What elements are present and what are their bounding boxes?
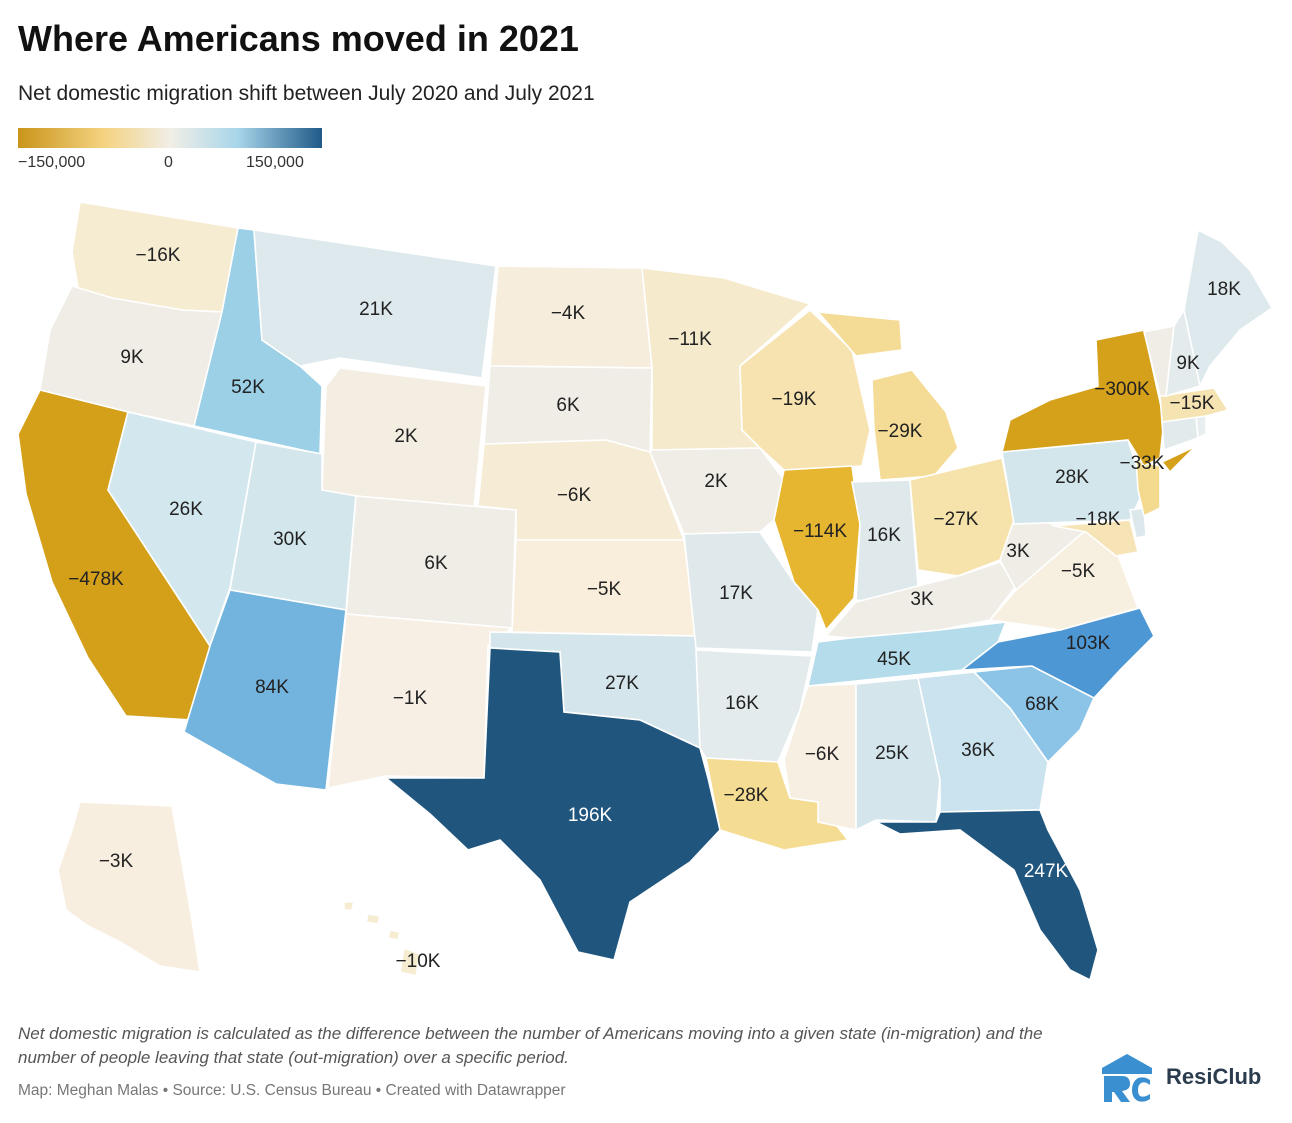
state-label-OK: 27K [605, 673, 639, 694]
legend-min-label: −150,000 [18, 154, 86, 171]
state-MT[interactable] [253, 229, 497, 379]
state-ME[interactable] [1183, 228, 1274, 389]
state-label-AZ: 84K [255, 677, 289, 698]
state-label-UT: 30K [273, 529, 307, 550]
state-label-OH: −27K [934, 509, 979, 530]
state-label-NE: −6K [557, 485, 592, 506]
state-FL[interactable] [875, 809, 1099, 982]
state-label-AR: 16K [725, 693, 759, 714]
state-label-AK: −3K [99, 851, 134, 872]
resiclub-logo: ResiClub [1098, 1050, 1261, 1104]
state-label-NY: −300K [1094, 379, 1150, 400]
state-label-OR: 9K [120, 347, 144, 368]
state-MI[interactable] [816, 311, 959, 481]
state-label-MS: −6K [805, 744, 840, 765]
state-label-ME: 18K [1207, 279, 1241, 300]
state-label-SD: 6K [556, 395, 580, 416]
state-label-NM: −1K [393, 688, 428, 709]
state-label-KY: 3K [910, 589, 934, 610]
state-label-GA: 36K [961, 740, 995, 761]
state-label-HI: −10K [396, 951, 441, 972]
source-credits: Map: Meghan Malas • Source: U.S. Census … [18, 1082, 566, 1099]
state-label-WY: 2K [394, 426, 418, 447]
state-label-WA: −16K [136, 245, 181, 266]
map-title: Where Americans moved in 2021 [18, 18, 579, 59]
state-label-TN: 45K [877, 649, 911, 670]
state-label-MT: 21K [359, 299, 393, 320]
state-label-IA: 2K [704, 471, 728, 492]
resiclub-wordmark: ResiClub [1166, 1064, 1262, 1089]
state-label-NH: 9K [1176, 353, 1200, 374]
state-label-IL: −114K [793, 521, 847, 542]
state-label-layer: −16K 9K −478K 52K 26K 21K 2K 30K 84K 6K −1K −4K 6K −6… [68, 245, 1241, 972]
state-label-VA: −5K [1061, 561, 1096, 582]
state-HI[interactable] [343, 901, 421, 977]
state-label-ND: −4K [551, 303, 586, 324]
state-MD[interactable] [1053, 519, 1139, 557]
state-label-LA: −28K [724, 785, 769, 806]
state-label-MO: 17K [719, 583, 753, 604]
state-DE[interactable] [1129, 507, 1147, 539]
us-state-map: −16K 9K −478K 52K 26K 21K 2K 30K 84K 6K −1K −4K 6K −6… [17, 201, 1274, 982]
state-MA[interactable] [1159, 387, 1230, 423]
state-label-MD: −18K [1076, 509, 1121, 530]
resiclub-logo-icon [1102, 1054, 1152, 1102]
state-label-TX: 196K [568, 805, 613, 826]
state-label-NV: 26K [169, 499, 203, 520]
state-label-NC: 103K [1066, 633, 1111, 654]
state-TX[interactable] [383, 647, 721, 961]
state-label-MI: −29K [878, 421, 923, 442]
state-label-AL: 25K [875, 743, 909, 764]
methodology-footnote: Net domestic migration is calculated as … [18, 1024, 1043, 1067]
state-label-PA: 28K [1055, 467, 1089, 488]
state-AK[interactable] [57, 801, 201, 973]
state-label-NJ: −33K [1120, 453, 1165, 474]
state-NJ[interactable] [1135, 458, 1161, 518]
state-label-WI: −19K [772, 389, 817, 410]
state-label-KS: −5K [587, 579, 622, 600]
state-label-WV: 3K [1006, 541, 1030, 562]
map-subtitle: Net domestic migration shift between Jul… [18, 82, 595, 105]
legend-gradient-bar [18, 128, 322, 148]
legend-max-label: 150,000 [246, 154, 304, 171]
state-label-SC: 68K [1025, 694, 1059, 715]
state-label-CO: 6K [424, 553, 448, 574]
state-WI[interactable] [739, 308, 871, 471]
state-label-MA: −15K [1170, 393, 1215, 414]
state-label-IN: 16K [867, 525, 901, 546]
state-label-CA: −478K [68, 569, 124, 590]
state-IA[interactable] [649, 447, 785, 535]
state-RI[interactable] [1195, 415, 1207, 440]
state-label-ID: 52K [231, 377, 265, 398]
state-label-FL: 247K [1024, 861, 1069, 882]
legend-mid-label: 0 [164, 154, 173, 171]
state-label-MN: −11K [668, 329, 712, 350]
color-legend: −150,000 0 150,000 [18, 128, 324, 178]
state-TN[interactable] [806, 621, 1008, 687]
